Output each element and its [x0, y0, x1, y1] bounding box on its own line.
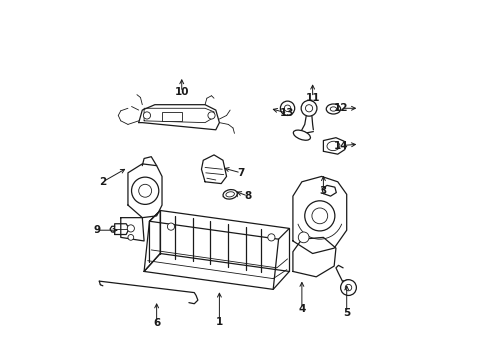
Ellipse shape: [293, 130, 310, 140]
Text: 10: 10: [174, 87, 188, 97]
Circle shape: [167, 223, 174, 230]
FancyBboxPatch shape: [162, 112, 182, 121]
Text: 2: 2: [99, 177, 106, 187]
Circle shape: [311, 208, 327, 224]
Ellipse shape: [223, 190, 237, 199]
Circle shape: [267, 234, 274, 241]
Ellipse shape: [326, 141, 339, 150]
Text: 11: 11: [305, 93, 319, 103]
Circle shape: [305, 105, 312, 112]
Text: 14: 14: [333, 140, 348, 150]
Circle shape: [128, 234, 133, 240]
Text: 1: 1: [215, 317, 223, 327]
Text: 8: 8: [244, 191, 251, 201]
Text: 5: 5: [343, 308, 349, 318]
Circle shape: [280, 101, 294, 116]
Text: 3: 3: [319, 186, 326, 196]
Circle shape: [143, 112, 150, 119]
Circle shape: [301, 100, 316, 116]
Circle shape: [298, 232, 308, 243]
Text: 6: 6: [153, 319, 160, 328]
Circle shape: [345, 284, 351, 291]
Circle shape: [340, 280, 356, 296]
Text: 4: 4: [298, 304, 305, 314]
Circle shape: [131, 177, 159, 204]
Circle shape: [207, 112, 215, 119]
Circle shape: [284, 105, 290, 112]
Circle shape: [304, 201, 334, 231]
Ellipse shape: [325, 104, 340, 114]
Text: 7: 7: [237, 168, 244, 178]
Ellipse shape: [329, 107, 336, 111]
Circle shape: [139, 184, 151, 197]
Ellipse shape: [225, 192, 234, 197]
Circle shape: [127, 225, 134, 232]
Text: 13: 13: [280, 108, 294, 118]
Text: 9: 9: [94, 225, 101, 235]
Text: 12: 12: [333, 103, 348, 113]
